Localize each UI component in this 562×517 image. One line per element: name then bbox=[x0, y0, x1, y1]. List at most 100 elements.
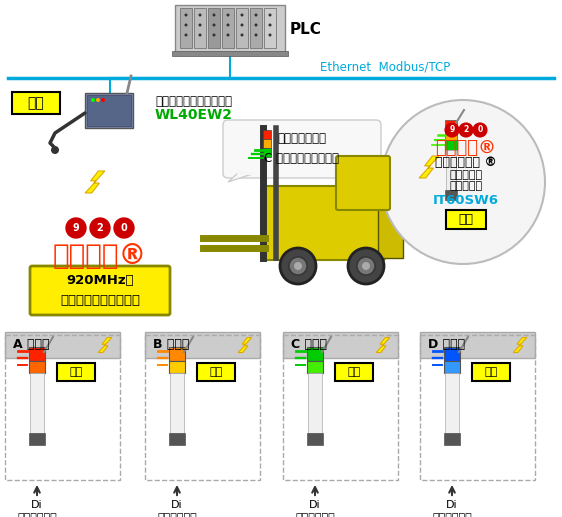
FancyBboxPatch shape bbox=[336, 156, 390, 210]
Circle shape bbox=[255, 13, 257, 17]
Circle shape bbox=[66, 218, 86, 238]
Bar bbox=[5, 332, 120, 358]
Text: 親機: 親機 bbox=[28, 96, 44, 110]
Text: アンドン信号: アンドン信号 bbox=[295, 513, 335, 517]
Circle shape bbox=[184, 23, 188, 26]
Bar bbox=[222, 8, 234, 48]
Bar bbox=[445, 190, 457, 200]
Circle shape bbox=[269, 23, 271, 26]
Circle shape bbox=[357, 257, 375, 275]
Circle shape bbox=[90, 218, 110, 238]
Circle shape bbox=[212, 13, 215, 17]
Circle shape bbox=[241, 34, 243, 37]
Text: 0: 0 bbox=[477, 126, 483, 134]
Text: アンドン信号: アンドン信号 bbox=[432, 513, 472, 517]
Circle shape bbox=[198, 23, 202, 26]
Bar bbox=[283, 335, 398, 480]
Polygon shape bbox=[376, 338, 390, 353]
Text: D ライン: D ライン bbox=[428, 339, 465, 352]
Text: 特定小電力: 特定小電力 bbox=[450, 170, 483, 180]
Bar bbox=[169, 361, 185, 373]
Bar bbox=[445, 120, 457, 130]
Text: 2: 2 bbox=[464, 126, 469, 134]
Text: 無線表示灯: 無線表示灯 bbox=[450, 181, 483, 191]
Text: A ライン: A ライン bbox=[13, 339, 49, 352]
Bar bbox=[444, 361, 460, 373]
Circle shape bbox=[362, 262, 370, 270]
Bar bbox=[29, 433, 45, 445]
Bar bbox=[172, 51, 288, 56]
Circle shape bbox=[96, 98, 100, 102]
Circle shape bbox=[459, 123, 473, 137]
Bar bbox=[263, 139, 271, 148]
Text: 子機: 子機 bbox=[459, 213, 474, 226]
FancyBboxPatch shape bbox=[30, 266, 170, 315]
Circle shape bbox=[184, 13, 188, 17]
Text: くにまる®: くにまる® bbox=[53, 242, 147, 270]
Text: パトレイバー ®: パトレイバー ® bbox=[435, 156, 497, 169]
Circle shape bbox=[198, 34, 202, 37]
Text: Di: Di bbox=[171, 500, 183, 510]
Circle shape bbox=[91, 98, 95, 102]
Bar bbox=[197, 363, 235, 381]
Circle shape bbox=[226, 13, 229, 17]
Text: 2: 2 bbox=[97, 223, 103, 233]
FancyBboxPatch shape bbox=[261, 186, 385, 260]
Polygon shape bbox=[238, 338, 252, 353]
Polygon shape bbox=[85, 171, 105, 193]
Circle shape bbox=[445, 123, 459, 137]
Bar bbox=[145, 332, 260, 358]
Text: 9: 9 bbox=[72, 223, 79, 233]
Bar bbox=[264, 8, 276, 48]
Bar bbox=[87, 95, 131, 126]
Circle shape bbox=[255, 34, 257, 37]
Circle shape bbox=[198, 13, 202, 17]
Text: B ライン: B ライン bbox=[153, 339, 189, 352]
Bar bbox=[445, 373, 459, 433]
Bar bbox=[444, 433, 460, 445]
Bar bbox=[378, 208, 403, 258]
Polygon shape bbox=[228, 173, 255, 182]
Bar bbox=[446, 150, 456, 190]
Circle shape bbox=[381, 100, 545, 264]
Text: Di: Di bbox=[309, 500, 321, 510]
Bar bbox=[29, 361, 45, 373]
Polygon shape bbox=[419, 156, 439, 178]
Bar bbox=[420, 335, 535, 480]
Text: WL40EW2: WL40EW2 bbox=[155, 108, 233, 122]
Polygon shape bbox=[513, 338, 527, 353]
Text: ワイヤレスゲートウェイ: ワイヤレスゲートウェイ bbox=[155, 95, 232, 108]
Text: アンドン信号: アンドン信号 bbox=[157, 513, 197, 517]
Bar bbox=[175, 5, 285, 53]
Text: 9: 9 bbox=[450, 126, 455, 134]
Text: 子機: 子機 bbox=[484, 367, 497, 377]
Bar bbox=[307, 433, 323, 445]
Circle shape bbox=[255, 23, 257, 26]
Text: 920MHz帯
マルチホップ無線機器: 920MHz帯 マルチホップ無線機器 bbox=[60, 275, 140, 307]
Text: アンドン信号: アンドン信号 bbox=[17, 513, 57, 517]
Polygon shape bbox=[98, 338, 112, 353]
Text: Di: Di bbox=[31, 500, 43, 510]
Bar bbox=[145, 335, 260, 480]
Bar bbox=[57, 363, 95, 381]
Bar bbox=[308, 373, 322, 433]
Circle shape bbox=[269, 34, 271, 37]
FancyBboxPatch shape bbox=[223, 120, 381, 178]
Text: 子機: 子機 bbox=[69, 367, 83, 377]
Circle shape bbox=[184, 34, 188, 37]
Circle shape bbox=[269, 13, 271, 17]
Bar bbox=[307, 347, 323, 361]
Text: PLC: PLC bbox=[290, 23, 322, 38]
Bar bbox=[194, 8, 206, 48]
Bar bbox=[420, 332, 535, 358]
Bar bbox=[263, 130, 271, 139]
Circle shape bbox=[114, 218, 134, 238]
Bar bbox=[5, 335, 120, 480]
Bar bbox=[208, 8, 220, 48]
Bar bbox=[444, 347, 460, 361]
Text: 子機: 子機 bbox=[210, 367, 223, 377]
Text: くにまる®: くにまる® bbox=[436, 139, 496, 157]
Bar bbox=[169, 347, 185, 361]
Bar bbox=[250, 8, 262, 48]
Bar bbox=[335, 363, 373, 381]
